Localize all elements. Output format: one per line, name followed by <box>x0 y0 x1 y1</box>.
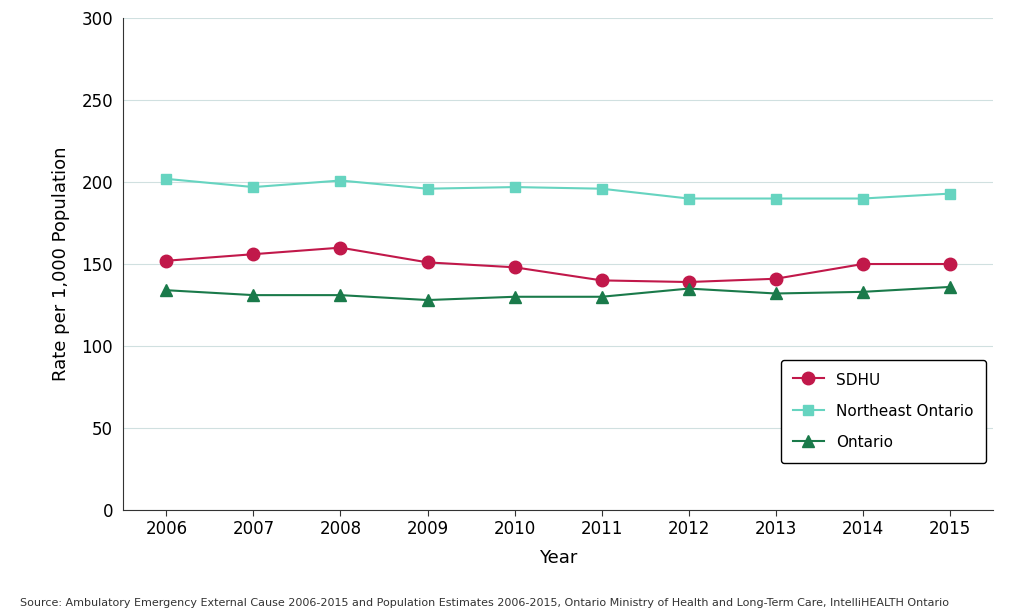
Ontario <box>422 297 434 304</box>
Northeast Ontario <box>335 177 347 184</box>
Ontario <box>161 287 173 294</box>
SDHU <box>509 263 521 271</box>
Northeast Ontario <box>770 195 782 202</box>
Ontario <box>770 290 782 297</box>
Ontario <box>335 292 347 299</box>
Northeast Ontario <box>509 184 521 191</box>
Text: Source: Ambulatory Emergency External Cause 2006-2015 and Population Estimates 2: Source: Ambulatory Emergency External Ca… <box>20 598 949 608</box>
SDHU <box>422 258 434 266</box>
Ontario <box>857 288 869 295</box>
SDHU <box>596 277 608 284</box>
Ontario <box>509 293 521 300</box>
X-axis label: Year: Year <box>539 549 578 567</box>
Northeast Ontario <box>683 195 695 202</box>
SDHU <box>161 257 173 265</box>
Northeast Ontario <box>857 195 869 202</box>
Ontario <box>944 283 956 290</box>
Y-axis label: Rate per 1,000 Population: Rate per 1,000 Population <box>52 147 71 381</box>
SDHU <box>770 275 782 282</box>
SDHU <box>944 260 956 268</box>
Northeast Ontario <box>248 184 260 191</box>
Northeast Ontario <box>161 175 173 182</box>
Northeast Ontario <box>422 185 434 192</box>
Northeast Ontario <box>944 190 956 197</box>
Ontario <box>248 292 260 299</box>
Ontario <box>596 293 608 300</box>
Line: Ontario: Ontario <box>161 281 955 306</box>
Line: SDHU: SDHU <box>160 241 956 289</box>
SDHU <box>248 251 260 258</box>
SDHU <box>683 278 695 286</box>
Northeast Ontario <box>596 185 608 192</box>
Ontario <box>683 285 695 292</box>
Legend: SDHU, Northeast Ontario, Ontario: SDHU, Northeast Ontario, Ontario <box>781 360 986 463</box>
Line: Northeast Ontario: Northeast Ontario <box>162 174 954 203</box>
SDHU <box>335 244 347 251</box>
SDHU <box>857 260 869 268</box>
